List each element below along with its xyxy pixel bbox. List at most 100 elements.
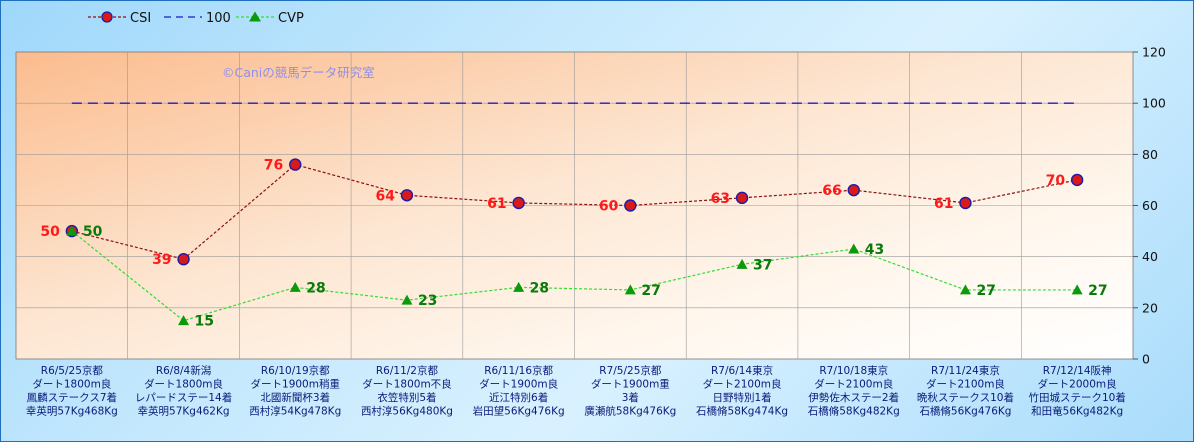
x-category-line: R6/11/2京都 bbox=[376, 364, 439, 377]
x-category-line: R6/5/25京都 bbox=[41, 364, 104, 377]
legend-entry-cvp: CVP bbox=[236, 11, 304, 26]
watermark: ©Caniの競馬データ研究室 bbox=[222, 65, 375, 80]
x-category-line: 和田竜56Kg482Kg bbox=[1031, 405, 1123, 418]
csi-point bbox=[735, 191, 749, 205]
x-category-line: レパードステー14着 bbox=[135, 391, 232, 404]
legend-entry-csi: CSI bbox=[88, 11, 151, 26]
cvp-point bbox=[959, 284, 971, 295]
x-category-line: ダート1900m重 bbox=[591, 378, 670, 391]
csi-point bbox=[289, 158, 302, 171]
cvp-point bbox=[178, 315, 190, 326]
csi-value-label: 60 bbox=[599, 199, 619, 215]
x-category-line: 北國新聞杯3着 bbox=[260, 391, 330, 404]
csi-point bbox=[400, 189, 414, 202]
x-category-line: 石橋脩56Kg476Kg bbox=[919, 405, 1011, 418]
csi-value-label: 50 bbox=[40, 224, 60, 240]
x-category-line: R7/5/25京都 bbox=[599, 364, 662, 377]
x-category-line: R7/12/14阪神 bbox=[1043, 364, 1112, 377]
x-category-line: 伊勢佐木ステー2着 bbox=[808, 391, 899, 404]
cvp-point bbox=[1071, 284, 1083, 295]
cvp-value-label: 43 bbox=[865, 242, 884, 258]
csi-point bbox=[512, 196, 525, 210]
csi-value-label: 61 bbox=[934, 196, 953, 212]
y-tick-label: 60 bbox=[1142, 198, 1158, 213]
cvp-point bbox=[289, 281, 301, 292]
cvp-point bbox=[513, 281, 525, 292]
csi-point bbox=[959, 196, 972, 210]
x-category-line: 西村淳56Kg480Kg bbox=[361, 405, 453, 418]
x-category-line: 西村淳54Kg478Kg bbox=[249, 405, 341, 418]
series-cvp-line bbox=[71, 230, 1078, 322]
legend-cvp-label: CVP bbox=[278, 11, 304, 26]
csi-value-label: 76 bbox=[264, 158, 283, 174]
cvp-point bbox=[66, 225, 78, 236]
csi-value-label: 64 bbox=[375, 188, 395, 204]
csi-point bbox=[847, 183, 860, 197]
csi-value-label: 61 bbox=[487, 196, 506, 212]
x-category-line: R6/8/4新潟 bbox=[156, 364, 211, 377]
series-layer bbox=[65, 102, 1084, 326]
y-tick-label: 40 bbox=[1142, 249, 1158, 264]
cvp-point bbox=[848, 243, 860, 254]
cvp-value-label: 28 bbox=[530, 280, 549, 296]
x-category-line: 日野特別1着 bbox=[712, 391, 771, 404]
cvp-value-label: 27 bbox=[976, 283, 995, 299]
legend-cvp-marker bbox=[249, 11, 261, 22]
cvp-point bbox=[624, 284, 636, 295]
x-category-line: ダート2100m良 bbox=[703, 378, 782, 391]
legend-csi-marker bbox=[101, 11, 113, 23]
cvp-point bbox=[736, 258, 748, 269]
x-category-line: 衣笠特別5着 bbox=[377, 391, 436, 404]
y-tick-label: 20 bbox=[1142, 300, 1158, 315]
legend: CSI 100 CVP bbox=[88, 11, 304, 26]
legend-csi-label: CSI bbox=[130, 11, 151, 26]
y-axis: 0 20 40 60 80 100 120 bbox=[1133, 45, 1166, 367]
cvp-value-label: 15 bbox=[195, 314, 214, 330]
csi-value-label: 63 bbox=[711, 191, 730, 207]
x-category-line: 晩秋ステークス10着 bbox=[917, 391, 1014, 404]
x-category-line: R7/10/18東京 bbox=[819, 364, 888, 377]
x-category-line: ダート2100m良 bbox=[814, 378, 893, 391]
csi-point bbox=[1070, 173, 1084, 187]
csi-value-label: 39 bbox=[152, 252, 171, 268]
x-category-line: R7/6/14東京 bbox=[711, 364, 773, 377]
x-category-line: 3着 bbox=[622, 391, 639, 404]
x-category-line: 竹田城ステーク10着 bbox=[1028, 391, 1125, 404]
x-category-line: 幸英明57Kg462Kg bbox=[138, 405, 230, 418]
cvp-value-label: 27 bbox=[1088, 283, 1107, 299]
x-category-line: 廣瀬航58Kg476Kg bbox=[584, 405, 676, 418]
x-category-line: ダート1800m不良 bbox=[362, 378, 451, 391]
x-category-line: 幸英明57Kg468Kg bbox=[26, 405, 118, 418]
x-category-line: 近江特別6着 bbox=[489, 391, 548, 404]
legend-entry-100: 100 bbox=[164, 11, 231, 26]
y-tick-label: 100 bbox=[1142, 96, 1166, 111]
x-category-line: R6/11/16京都 bbox=[484, 364, 553, 377]
x-category-line: ダート1900m稍重 bbox=[251, 378, 340, 391]
x-category-line: 岩田望56Kg476Kg bbox=[473, 405, 565, 418]
cvp-value-label: 28 bbox=[306, 280, 325, 296]
x-category-label: R7/12/14阪神ダート2000m良竹田城ステーク10着和田竜56Kg482K… bbox=[1028, 364, 1125, 418]
cvp-value-label: 23 bbox=[418, 293, 437, 309]
x-category-line: 石橋脩58Kg482Kg bbox=[808, 405, 900, 418]
x-category-line: ダート2000m良 bbox=[1038, 378, 1117, 391]
x-category-line: R7/11/24東京 bbox=[931, 364, 1000, 377]
y-tick-label: 120 bbox=[1142, 45, 1166, 60]
legend-100-label: 100 bbox=[206, 11, 231, 26]
csi-value-label: 66 bbox=[822, 183, 841, 199]
cvp-value-label: 27 bbox=[641, 283, 660, 299]
x-category-line: 石橋脩58Kg474Kg bbox=[696, 405, 788, 418]
data-labels: 50 39 76 64 61 60 63 66 61 70 50 15 28 23 28 27 37 43 27 27 bbox=[40, 158, 1107, 330]
x-category-line: ダート2100m良 bbox=[926, 378, 1005, 391]
x-category-line: ダート1800m良 bbox=[144, 378, 223, 391]
csi-point bbox=[624, 199, 637, 212]
x-category-line: 鳳麟ステークス7着 bbox=[27, 391, 117, 404]
